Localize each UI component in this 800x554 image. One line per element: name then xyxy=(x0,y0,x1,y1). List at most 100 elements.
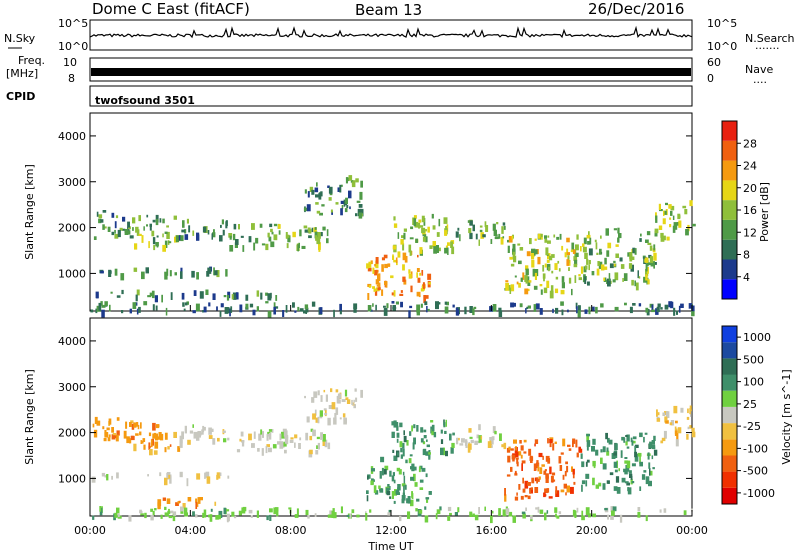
echo-cell xyxy=(560,289,565,295)
echo-cell xyxy=(199,291,204,299)
echo-cell xyxy=(670,205,675,211)
echo-cell xyxy=(484,506,486,511)
echo-cell xyxy=(645,274,648,281)
echo-cell xyxy=(261,243,266,246)
echo-cell xyxy=(424,236,428,243)
echo-cell xyxy=(405,459,408,464)
echo-cell xyxy=(394,489,397,496)
echo-cell xyxy=(662,412,666,416)
echo-cell xyxy=(552,308,554,314)
echo-cell xyxy=(100,301,103,306)
echo-cell xyxy=(412,217,415,225)
echo-cell xyxy=(408,310,411,318)
echo-cell xyxy=(315,235,317,241)
echo-cell xyxy=(555,513,557,518)
echo-cell xyxy=(582,278,586,283)
echo-cell xyxy=(367,474,371,479)
echo-cell xyxy=(225,221,228,229)
echo-cell xyxy=(522,488,526,493)
echo-cell xyxy=(353,404,356,409)
echo-cell xyxy=(268,429,272,432)
echo-cell xyxy=(510,448,514,451)
echo-cell xyxy=(669,224,672,228)
echo-cell xyxy=(227,291,231,299)
echo-cell xyxy=(166,231,170,239)
echo-cell xyxy=(429,245,433,249)
echo-cell xyxy=(529,488,532,494)
echo-cell xyxy=(233,223,237,230)
echo-cell xyxy=(188,225,191,233)
echo-cell xyxy=(594,239,597,243)
echo-cell xyxy=(525,507,527,511)
echo-cell xyxy=(95,291,99,299)
echo-cell xyxy=(581,461,585,468)
echo-cell xyxy=(566,485,570,493)
echo-cell xyxy=(130,420,134,424)
echo-cell xyxy=(143,301,148,306)
echo-cell xyxy=(294,310,297,313)
power-ylabel: Slant Range [km] xyxy=(23,164,36,260)
echo-cell xyxy=(544,488,548,494)
colorbar-tick-label: 500 xyxy=(743,353,764,366)
echo-cell xyxy=(192,424,194,428)
echo-cell xyxy=(677,427,682,434)
echo-cell xyxy=(317,416,320,424)
echo-cell xyxy=(692,223,696,227)
colorbar-segment xyxy=(722,374,737,391)
echo-cell xyxy=(330,388,333,393)
echo-cell xyxy=(421,227,426,234)
echo-cell xyxy=(537,463,539,472)
echo-cell xyxy=(575,244,579,251)
echo-cell xyxy=(265,445,268,454)
y-tick-label: 1000 xyxy=(58,472,86,485)
echo-cell xyxy=(106,474,109,481)
echo-cell xyxy=(433,431,437,438)
echo-cell xyxy=(654,262,657,265)
echo-cell xyxy=(489,437,493,441)
echo-cell xyxy=(403,430,405,436)
echo-cell xyxy=(152,219,156,223)
echo-cell xyxy=(397,232,400,239)
echo-cell xyxy=(419,479,424,483)
echo-cell xyxy=(271,429,274,433)
echo-cell xyxy=(207,267,212,274)
echo-cell xyxy=(454,512,458,516)
echo-cell xyxy=(116,417,120,421)
echo-cell xyxy=(136,422,139,427)
colorbar-segment xyxy=(722,239,737,260)
echo-cell xyxy=(499,433,502,441)
echo-cell xyxy=(658,203,661,210)
echo-cell xyxy=(689,405,692,412)
echo-cell xyxy=(586,440,591,447)
echo-cell xyxy=(314,231,318,239)
echo-cell xyxy=(530,487,533,490)
echo-cell xyxy=(223,507,227,515)
echo-cell xyxy=(225,269,228,277)
echo-cell xyxy=(181,431,184,440)
echo-cell xyxy=(418,466,421,473)
echo-cell xyxy=(408,458,412,464)
colorbar-segment xyxy=(722,342,737,359)
echo-cell xyxy=(639,432,643,438)
echo-cell xyxy=(585,461,588,467)
echo-cell xyxy=(507,239,511,243)
echo-cell xyxy=(214,270,218,276)
echo-cell xyxy=(196,272,199,280)
velocity-colorbar-label: Velocity [m s^-1] xyxy=(780,369,793,464)
echo-cell xyxy=(505,280,509,283)
echo-cell xyxy=(445,450,448,457)
colorbar-segment xyxy=(722,219,737,240)
echo-cell xyxy=(582,246,587,253)
echo-cell xyxy=(355,397,358,402)
echo-cell xyxy=(638,303,642,307)
echo-cell xyxy=(218,514,221,520)
echo-cell xyxy=(639,455,641,464)
echo-cell xyxy=(102,224,105,230)
colorbar-tick-label: 28 xyxy=(743,137,757,150)
echo-cell xyxy=(602,483,606,490)
echo-cell xyxy=(614,306,619,312)
echo-cell xyxy=(187,497,192,502)
echo-cell xyxy=(535,303,540,310)
echo-cell xyxy=(442,447,445,456)
echo-cell xyxy=(391,292,394,296)
